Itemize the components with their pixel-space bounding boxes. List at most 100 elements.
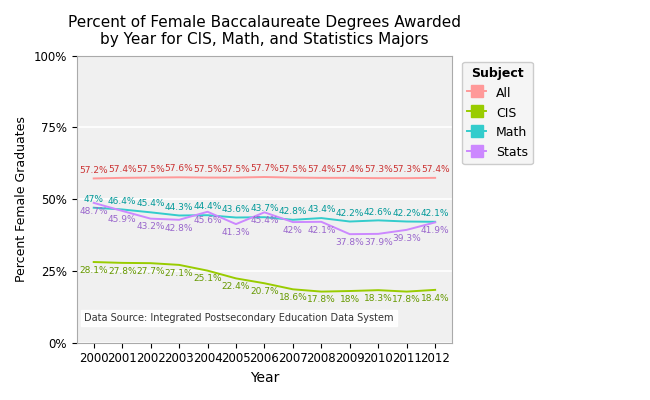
Text: 45.4%: 45.4% — [136, 200, 165, 208]
Text: 57.6%: 57.6% — [164, 164, 194, 174]
Stats — [176, 217, 183, 222]
Text: 44.4%: 44.4% — [193, 202, 222, 211]
Math — [346, 219, 354, 224]
CIS — [176, 262, 183, 267]
CIS — [289, 287, 297, 292]
Text: 27.1%: 27.1% — [164, 269, 194, 278]
Text: 42.6%: 42.6% — [364, 208, 393, 216]
Text: 18.3%: 18.3% — [364, 294, 393, 303]
Math — [232, 215, 240, 220]
Text: 57.5%: 57.5% — [136, 165, 165, 174]
Text: 42.1%: 42.1% — [307, 226, 335, 235]
All — [289, 175, 297, 180]
Stats — [261, 210, 268, 215]
Text: 37.9%: 37.9% — [364, 238, 393, 247]
CIS — [403, 289, 411, 294]
All — [431, 176, 439, 180]
Text: 17.8%: 17.8% — [393, 296, 421, 304]
Math — [90, 205, 97, 210]
Text: 39.3%: 39.3% — [393, 234, 421, 243]
Text: 18.4%: 18.4% — [421, 294, 449, 303]
Text: 57.7%: 57.7% — [250, 164, 279, 173]
Text: 57.4%: 57.4% — [108, 165, 136, 174]
Text: 42.2%: 42.2% — [335, 209, 364, 218]
CIS — [346, 289, 354, 294]
Math — [118, 207, 126, 212]
Math — [403, 219, 411, 224]
Math — [147, 210, 155, 215]
Text: 37.8%: 37.8% — [335, 238, 364, 247]
All — [203, 175, 211, 180]
Line: Math: Math — [94, 208, 435, 222]
Text: 27.7%: 27.7% — [136, 267, 165, 276]
Stats — [203, 209, 211, 214]
Line: All: All — [94, 177, 435, 178]
Legend: All, CIS, Math, Stats: All, CIS, Math, Stats — [462, 62, 533, 164]
Text: 43.7%: 43.7% — [250, 204, 279, 213]
All — [176, 175, 183, 180]
Text: 57.4%: 57.4% — [421, 165, 449, 174]
Stats — [374, 232, 382, 236]
Text: 22.4%: 22.4% — [222, 282, 250, 291]
Text: 57.5%: 57.5% — [278, 165, 307, 174]
Text: 57.3%: 57.3% — [393, 165, 421, 174]
Text: 43.6%: 43.6% — [222, 205, 250, 214]
Text: 42.8%: 42.8% — [165, 224, 193, 233]
Text: 44.3%: 44.3% — [165, 203, 193, 212]
Stats — [232, 222, 240, 226]
Text: 42.2%: 42.2% — [393, 209, 421, 218]
Text: 17.8%: 17.8% — [307, 296, 335, 304]
Text: 47%: 47% — [84, 195, 104, 204]
Text: 27.8%: 27.8% — [108, 267, 136, 276]
Stats — [90, 200, 97, 205]
Math — [289, 217, 297, 222]
Text: 45.6%: 45.6% — [193, 216, 222, 224]
Text: 41.9%: 41.9% — [421, 226, 449, 235]
Stats — [317, 220, 325, 224]
All — [374, 176, 382, 180]
Math — [374, 218, 382, 223]
Title: Percent of Female Baccalaureate Degrees Awarded
by Year for CIS, Math, and Stati: Percent of Female Baccalaureate Degrees … — [68, 15, 461, 47]
Math — [203, 213, 211, 218]
Text: 57.3%: 57.3% — [364, 165, 393, 174]
All — [261, 175, 268, 180]
Math — [317, 216, 325, 220]
Text: 18%: 18% — [340, 295, 360, 304]
All — [90, 176, 97, 181]
CIS — [261, 281, 268, 286]
Line: Stats: Stats — [94, 203, 435, 234]
Math — [431, 220, 439, 224]
Text: 43.4%: 43.4% — [307, 205, 335, 214]
Text: 43.2%: 43.2% — [136, 222, 165, 232]
Stats — [431, 220, 439, 225]
Stats — [346, 232, 354, 236]
CIS — [232, 276, 240, 281]
X-axis label: Year: Year — [250, 371, 279, 385]
Math — [176, 213, 183, 218]
CIS — [118, 260, 126, 265]
CIS — [317, 289, 325, 294]
Text: Data Source: Integrated Postsecondary Education Data System: Data Source: Integrated Postsecondary Ed… — [84, 313, 394, 323]
All — [147, 175, 155, 180]
Text: 20.7%: 20.7% — [250, 287, 279, 296]
Text: 28.1%: 28.1% — [79, 266, 108, 275]
Stats — [118, 208, 126, 213]
Text: 42.8%: 42.8% — [279, 207, 307, 216]
Text: 46.4%: 46.4% — [108, 197, 136, 206]
Text: 45.9%: 45.9% — [108, 215, 136, 224]
Line: CIS: CIS — [94, 262, 435, 292]
Math — [261, 215, 268, 220]
CIS — [147, 261, 155, 266]
All — [317, 176, 325, 180]
Text: 57.2%: 57.2% — [79, 166, 108, 175]
All — [403, 176, 411, 180]
Stats — [147, 216, 155, 221]
Text: 42.1%: 42.1% — [421, 209, 449, 218]
Stats — [289, 220, 297, 224]
Text: 45.4%: 45.4% — [250, 216, 279, 225]
All — [118, 176, 126, 180]
Text: 57.4%: 57.4% — [307, 165, 335, 174]
Y-axis label: Percent Female Graduates: Percent Female Graduates — [15, 116, 28, 282]
CIS — [90, 260, 97, 264]
All — [346, 176, 354, 180]
